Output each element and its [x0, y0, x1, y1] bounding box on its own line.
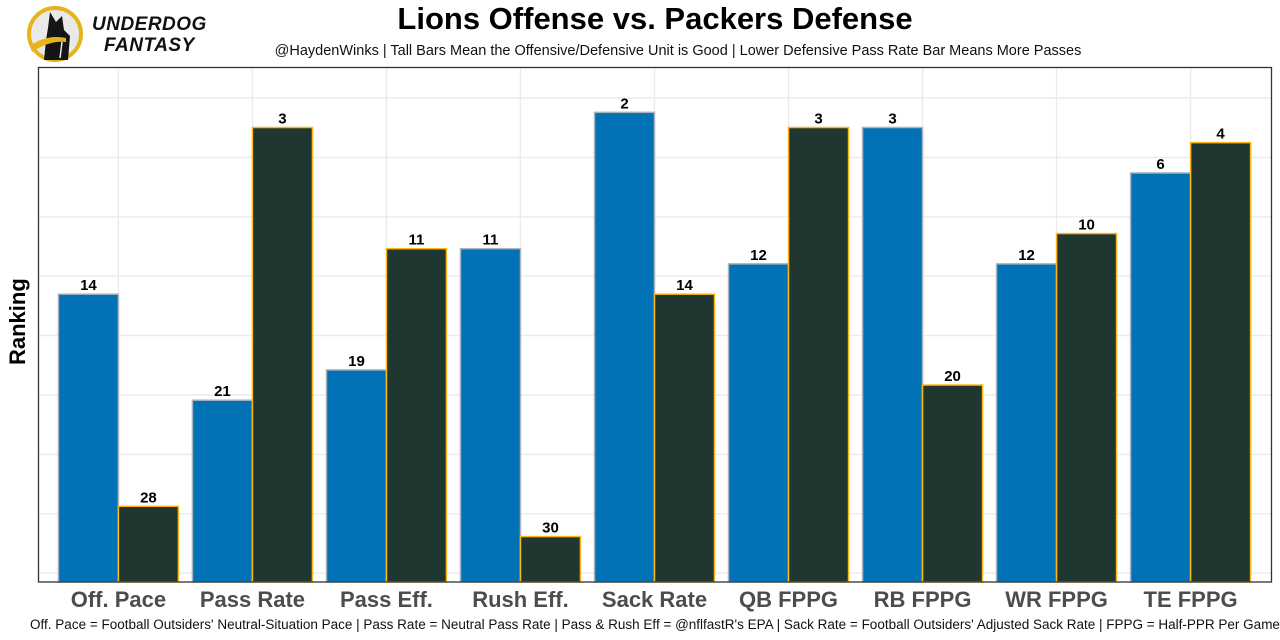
- bar-defense: [1189, 141, 1252, 583]
- x-tick-label: Pass Rate: [200, 587, 305, 612]
- bar-offense: [57, 293, 120, 583]
- bar-offense: [191, 399, 254, 583]
- brand-name-line2: FANTASY: [104, 35, 195, 56]
- plot-panel-border: [37, 66, 1273, 583]
- bar-offense: [325, 369, 388, 583]
- data-label-offense: 12: [1018, 247, 1035, 264]
- bar-defense: [519, 535, 582, 583]
- data-label-defense: 3: [814, 111, 822, 128]
- bar-offense: [995, 263, 1058, 583]
- brand-name: UNDERDOG FANTASY: [92, 14, 207, 56]
- data-label-defense: 3: [278, 111, 286, 128]
- bar-offense: [459, 247, 522, 583]
- data-labels: 14 28 21 3 19 11 11 30 2 14 12 3 3 20 12 10 6 4: [80, 95, 1225, 536]
- x-tick-label: Pass Eff.: [340, 587, 433, 612]
- data-label-defense: 11: [409, 232, 425, 249]
- x-tick-label: TE FPPG: [1144, 587, 1238, 612]
- bar-offense: [861, 126, 924, 583]
- data-label-offense: 14: [80, 277, 97, 294]
- data-label-offense: 11: [483, 232, 499, 249]
- bars: [57, 111, 1252, 583]
- bar-defense: [251, 126, 314, 583]
- data-label-offense: 21: [214, 383, 231, 400]
- x-tick-label: RB FPPG: [874, 587, 972, 612]
- bar-offense: [727, 263, 790, 583]
- bar-offense: [1129, 172, 1192, 583]
- data-label-defense: 20: [944, 368, 961, 385]
- x-tick-label: Rush Eff.: [472, 587, 569, 612]
- data-label-defense: 30: [542, 520, 559, 537]
- x-axis-ticks: Off. Pace Pass Rate Pass Eff. Rush Eff. Sack…: [71, 587, 1238, 612]
- data-label-defense: 28: [140, 489, 157, 506]
- data-label-defense: 14: [676, 277, 693, 294]
- chart-title: Lions Offense vs. Packers Defense: [397, 1, 913, 36]
- bar-defense: [385, 247, 448, 583]
- data-label-offense: 2: [620, 95, 628, 112]
- data-label-offense: 6: [1156, 156, 1164, 173]
- bar-defense: [921, 384, 984, 583]
- underdog-fantasy-logo: UNDERDOG FANTASY: [26, 4, 206, 64]
- x-tick-label: Off. Pace: [71, 587, 166, 612]
- dog-silhouette-icon: [27, 6, 83, 62]
- bar-defense: [1055, 232, 1118, 583]
- x-tick-label: QB FPPG: [739, 587, 838, 612]
- data-label-offense: 3: [888, 111, 896, 128]
- data-label-defense: 4: [1216, 126, 1225, 143]
- chart-subtitle: @HaydenWinks | Tall Bars Mean the Offens…: [274, 43, 1082, 59]
- x-tick-label: Sack Rate: [602, 587, 707, 612]
- bar-offense: [593, 111, 656, 583]
- chart-caption: Off. Pace = Football Outsiders' Neutral-…: [30, 617, 1280, 632]
- data-label-offense: 19: [348, 353, 365, 370]
- brand-name-line1: UNDERDOG: [92, 14, 207, 35]
- bar-defense: [787, 126, 850, 583]
- data-label-offense: 12: [750, 247, 767, 264]
- x-tick-label: WR FPPG: [1005, 587, 1108, 612]
- bar-defense: [117, 505, 180, 583]
- bar-defense: [653, 293, 716, 583]
- data-label-defense: 10: [1078, 217, 1095, 234]
